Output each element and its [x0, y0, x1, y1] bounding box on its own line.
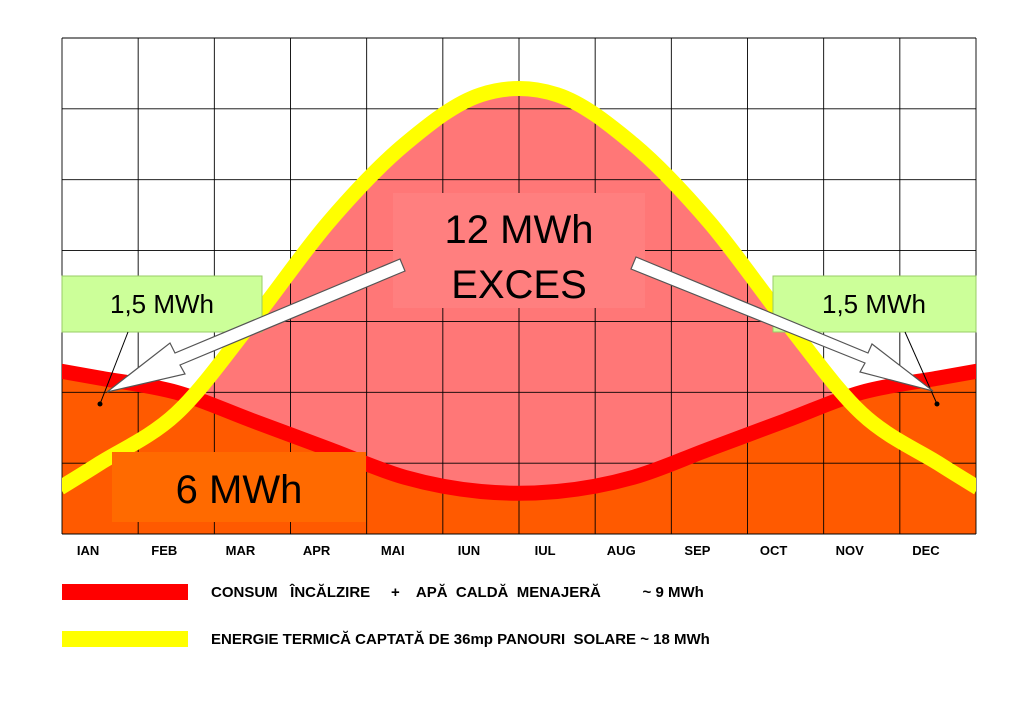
tick-label-dec: DEC — [912, 543, 940, 558]
right-deficit-leader — [904, 331, 938, 405]
consumption-callout: 6 MWh — [112, 452, 366, 522]
right-deficit-callout-label: 1,5 MWh — [822, 289, 926, 319]
tick-label-mar: MAR — [226, 543, 256, 558]
left-deficit-callout-label: 1,5 MWh — [110, 289, 214, 319]
tick-label-oct: OCT — [760, 543, 788, 558]
excess-callout: 12 MWh EXCES — [393, 193, 645, 308]
legend-label-consumption: CONSUM ÎNCĂLZIRE + APĂ CALDĂ MENAJERĂ ~ … — [211, 583, 704, 601]
right-deficit-callout-box — [772, 275, 977, 333]
tick-label-apr: APR — [303, 543, 331, 558]
tick-label-mai: MAI — [381, 543, 405, 558]
legend: CONSUM ÎNCĂLZIRE + APĂ CALDĂ MENAJERĂ ~ … — [62, 583, 710, 648]
tick-label-iun: IUN — [458, 543, 480, 558]
legend-label-solar: ENERGIE TERMICĂ CAPTATĂ DE 36mp PANOURI … — [211, 631, 710, 648]
series-lines — [62, 81, 976, 501]
tick-label-feb: FEB — [151, 543, 177, 558]
left-deficit-callout: 1,5 MWh — [61, 275, 263, 407]
left-deficit-leader — [99, 331, 129, 405]
legend-swatch-solar — [62, 631, 188, 647]
excess-callout-line-1: 12 MWh — [445, 208, 594, 252]
tick-label-nov: NOV — [836, 543, 865, 558]
legend-swatch-consumption — [62, 584, 188, 600]
right-deficit-dot — [934, 401, 940, 407]
left-deficit-callout-box — [61, 275, 263, 333]
x-axis-tick-labels: IAN FEB MAR APR MAI IUN IUL AUG SEP OCT NOV DEC — [77, 543, 940, 558]
arrow-right — [630, 256, 934, 392]
consumption-callout-label: 6 MWh — [176, 468, 303, 512]
solar-line — [62, 81, 976, 495]
right-deficit-callout: 1,5 MWh — [772, 275, 977, 407]
arrow-left — [106, 258, 406, 393]
tick-label-sep: SEP — [684, 543, 710, 558]
grid-lines — [61, 37, 977, 535]
consumption-callout-box — [112, 452, 366, 522]
tick-label-iul: IUL — [535, 543, 556, 558]
excess-callout-box — [393, 193, 645, 308]
tick-label-aug: AUG — [607, 543, 636, 558]
excess-callout-line-2: EXCES — [451, 263, 587, 307]
tick-label-ian: IAN — [77, 543, 99, 558]
left-deficit-dot — [97, 401, 103, 407]
